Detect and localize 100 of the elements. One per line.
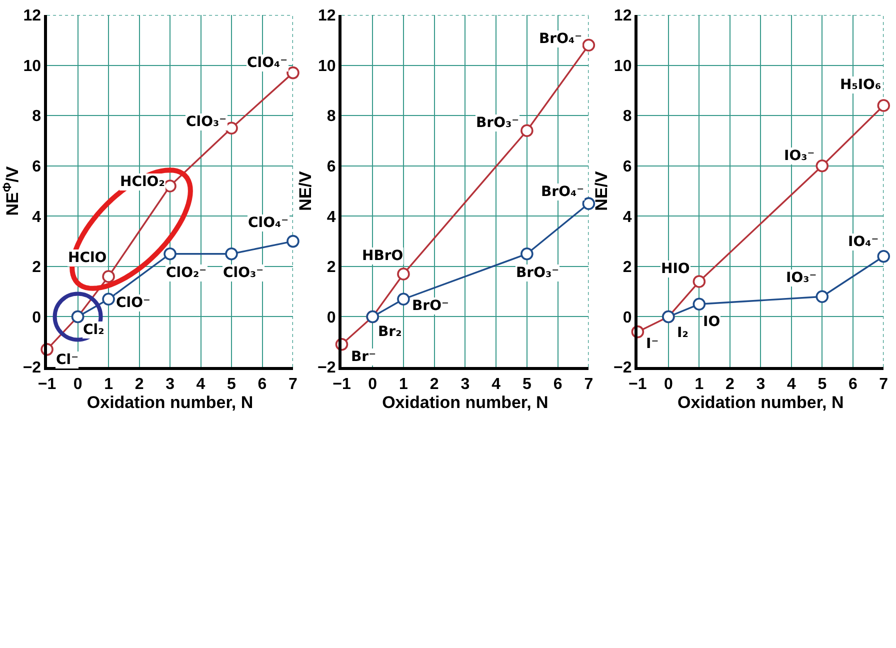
x-axis-title: Oxidation number, N bbox=[678, 392, 844, 412]
point bbox=[877, 250, 890, 263]
y-axis-title: NE/V bbox=[592, 170, 612, 211]
annotation: ClO₄⁻ bbox=[248, 215, 288, 231]
point bbox=[286, 66, 300, 80]
y-tick-label: 12 bbox=[23, 8, 42, 25]
point bbox=[164, 247, 176, 260]
annotation: Br₂ bbox=[378, 324, 402, 340]
annotation: H₅IO₆ bbox=[840, 77, 882, 93]
x-tick-label: 1 bbox=[694, 376, 704, 393]
y-tick-label: 6 bbox=[326, 158, 336, 176]
x-tick-label: 7 bbox=[879, 376, 888, 393]
x-tick-label: 2 bbox=[134, 376, 144, 393]
point bbox=[520, 124, 534, 138]
x-tick-label: 4 bbox=[196, 376, 206, 393]
x-tick-label: 2 bbox=[725, 376, 734, 393]
x-axis-title: Oxidation number, N bbox=[86, 392, 254, 412]
y-tick-label: 6 bbox=[622, 158, 632, 176]
y-tick-label: 8 bbox=[326, 108, 336, 126]
x-tick-label: 5 bbox=[522, 376, 532, 393]
annotation: BrO₃⁻ bbox=[516, 265, 559, 281]
annotation: HIO bbox=[661, 261, 690, 277]
y-tick-label: 2 bbox=[326, 259, 336, 276]
annotation: BrO⁻ bbox=[412, 298, 449, 314]
point bbox=[692, 298, 706, 311]
x-tick-label: 5 bbox=[227, 376, 236, 393]
x-tick-label: 4 bbox=[786, 376, 796, 393]
y-tick-label: 0 bbox=[622, 309, 632, 326]
point bbox=[102, 292, 115, 306]
y-tick-label: 4 bbox=[32, 208, 42, 226]
annotation: IO₄⁻ bbox=[848, 234, 879, 250]
point bbox=[225, 122, 238, 135]
x-tick-label: 0 bbox=[368, 376, 378, 393]
point bbox=[816, 290, 829, 304]
x-tick-label: 6 bbox=[258, 376, 267, 393]
y-tick-label: 8 bbox=[622, 108, 632, 126]
y-tick-label: 0 bbox=[32, 309, 42, 326]
x-tick-label: −1 bbox=[628, 376, 647, 393]
annotation: HBrO bbox=[362, 248, 404, 264]
x-tick-label: −1 bbox=[332, 376, 351, 393]
x-tick-label: 1 bbox=[104, 376, 114, 393]
y-tick-label: 12 bbox=[614, 8, 632, 25]
annotation: I⁻ bbox=[646, 336, 659, 352]
annotation: Cl⁻ bbox=[56, 352, 78, 368]
y-tick-label: −2 bbox=[613, 360, 632, 377]
annotation: Br⁻ bbox=[351, 349, 376, 365]
x-tick-label: 2 bbox=[430, 376, 439, 393]
point bbox=[877, 99, 890, 112]
point bbox=[816, 159, 829, 172]
x-tick-label: 1 bbox=[399, 376, 408, 393]
y-tick-label: −2 bbox=[318, 360, 336, 377]
y-tick-label: 2 bbox=[32, 259, 42, 276]
x-tick-label: 0 bbox=[73, 376, 82, 393]
annotation: HClO bbox=[68, 250, 107, 266]
x-axis-title: Oxidation number, N bbox=[382, 392, 548, 412]
annotation: IO₃⁻ bbox=[784, 148, 815, 164]
annotation: ClO₄⁻ bbox=[247, 55, 288, 71]
x-tick-label: 3 bbox=[756, 376, 766, 393]
x-tick-label: 7 bbox=[288, 376, 298, 393]
y-tick-label: 2 bbox=[622, 259, 632, 276]
y-tick-label: 4 bbox=[326, 208, 336, 226]
x-tick-label: 4 bbox=[492, 376, 501, 393]
x-tick-label: 3 bbox=[460, 376, 470, 393]
annotation: ClO⁻ bbox=[116, 295, 150, 311]
point bbox=[520, 247, 534, 260]
x-tick-label: 0 bbox=[664, 376, 673, 393]
point bbox=[225, 247, 238, 260]
y-axis-title: NE/V bbox=[296, 170, 316, 211]
point bbox=[286, 234, 300, 248]
point bbox=[692, 275, 706, 288]
point bbox=[582, 197, 596, 210]
x-tick-label: 6 bbox=[553, 376, 562, 393]
y-tick-label: 10 bbox=[614, 58, 632, 75]
y-tick-label: 8 bbox=[32, 108, 42, 126]
annotation: Cl₂ bbox=[83, 322, 104, 338]
point bbox=[397, 268, 410, 280]
y-tick-label: 10 bbox=[23, 58, 42, 75]
annotation: ClO₃⁻ bbox=[186, 114, 226, 130]
x-tick-label: −1 bbox=[38, 376, 56, 393]
x-tick-label: 6 bbox=[848, 376, 858, 393]
annotation: BrO₄⁻ bbox=[541, 184, 584, 200]
point bbox=[102, 270, 115, 283]
annotation: I₂ bbox=[677, 325, 688, 341]
y-tick-label: 0 bbox=[326, 309, 336, 326]
y-tick-label: 10 bbox=[318, 58, 336, 75]
annotation: ClO₂⁻ bbox=[166, 265, 206, 281]
x-tick-label: 3 bbox=[166, 376, 175, 393]
annotation: BrO₄⁻ bbox=[539, 31, 582, 47]
annotation: BrO₃⁻ bbox=[476, 115, 519, 131]
annotation: IO bbox=[703, 314, 720, 330]
y-tick-label: 12 bbox=[318, 8, 336, 25]
annotation: ClO₃⁻ bbox=[223, 265, 264, 281]
y-tick-label: −2 bbox=[22, 360, 42, 377]
y-tick-label: 4 bbox=[622, 208, 632, 226]
point bbox=[582, 38, 596, 52]
annotation: IO₃⁻ bbox=[786, 270, 817, 286]
x-tick-label: 7 bbox=[584, 376, 594, 393]
x-tick-label: 5 bbox=[818, 376, 827, 393]
annotation: HClO₂ bbox=[120, 174, 165, 190]
point bbox=[397, 292, 410, 306]
